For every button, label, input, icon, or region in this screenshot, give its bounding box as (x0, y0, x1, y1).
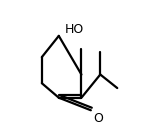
Text: O: O (94, 112, 104, 125)
Text: HO: HO (65, 23, 84, 36)
